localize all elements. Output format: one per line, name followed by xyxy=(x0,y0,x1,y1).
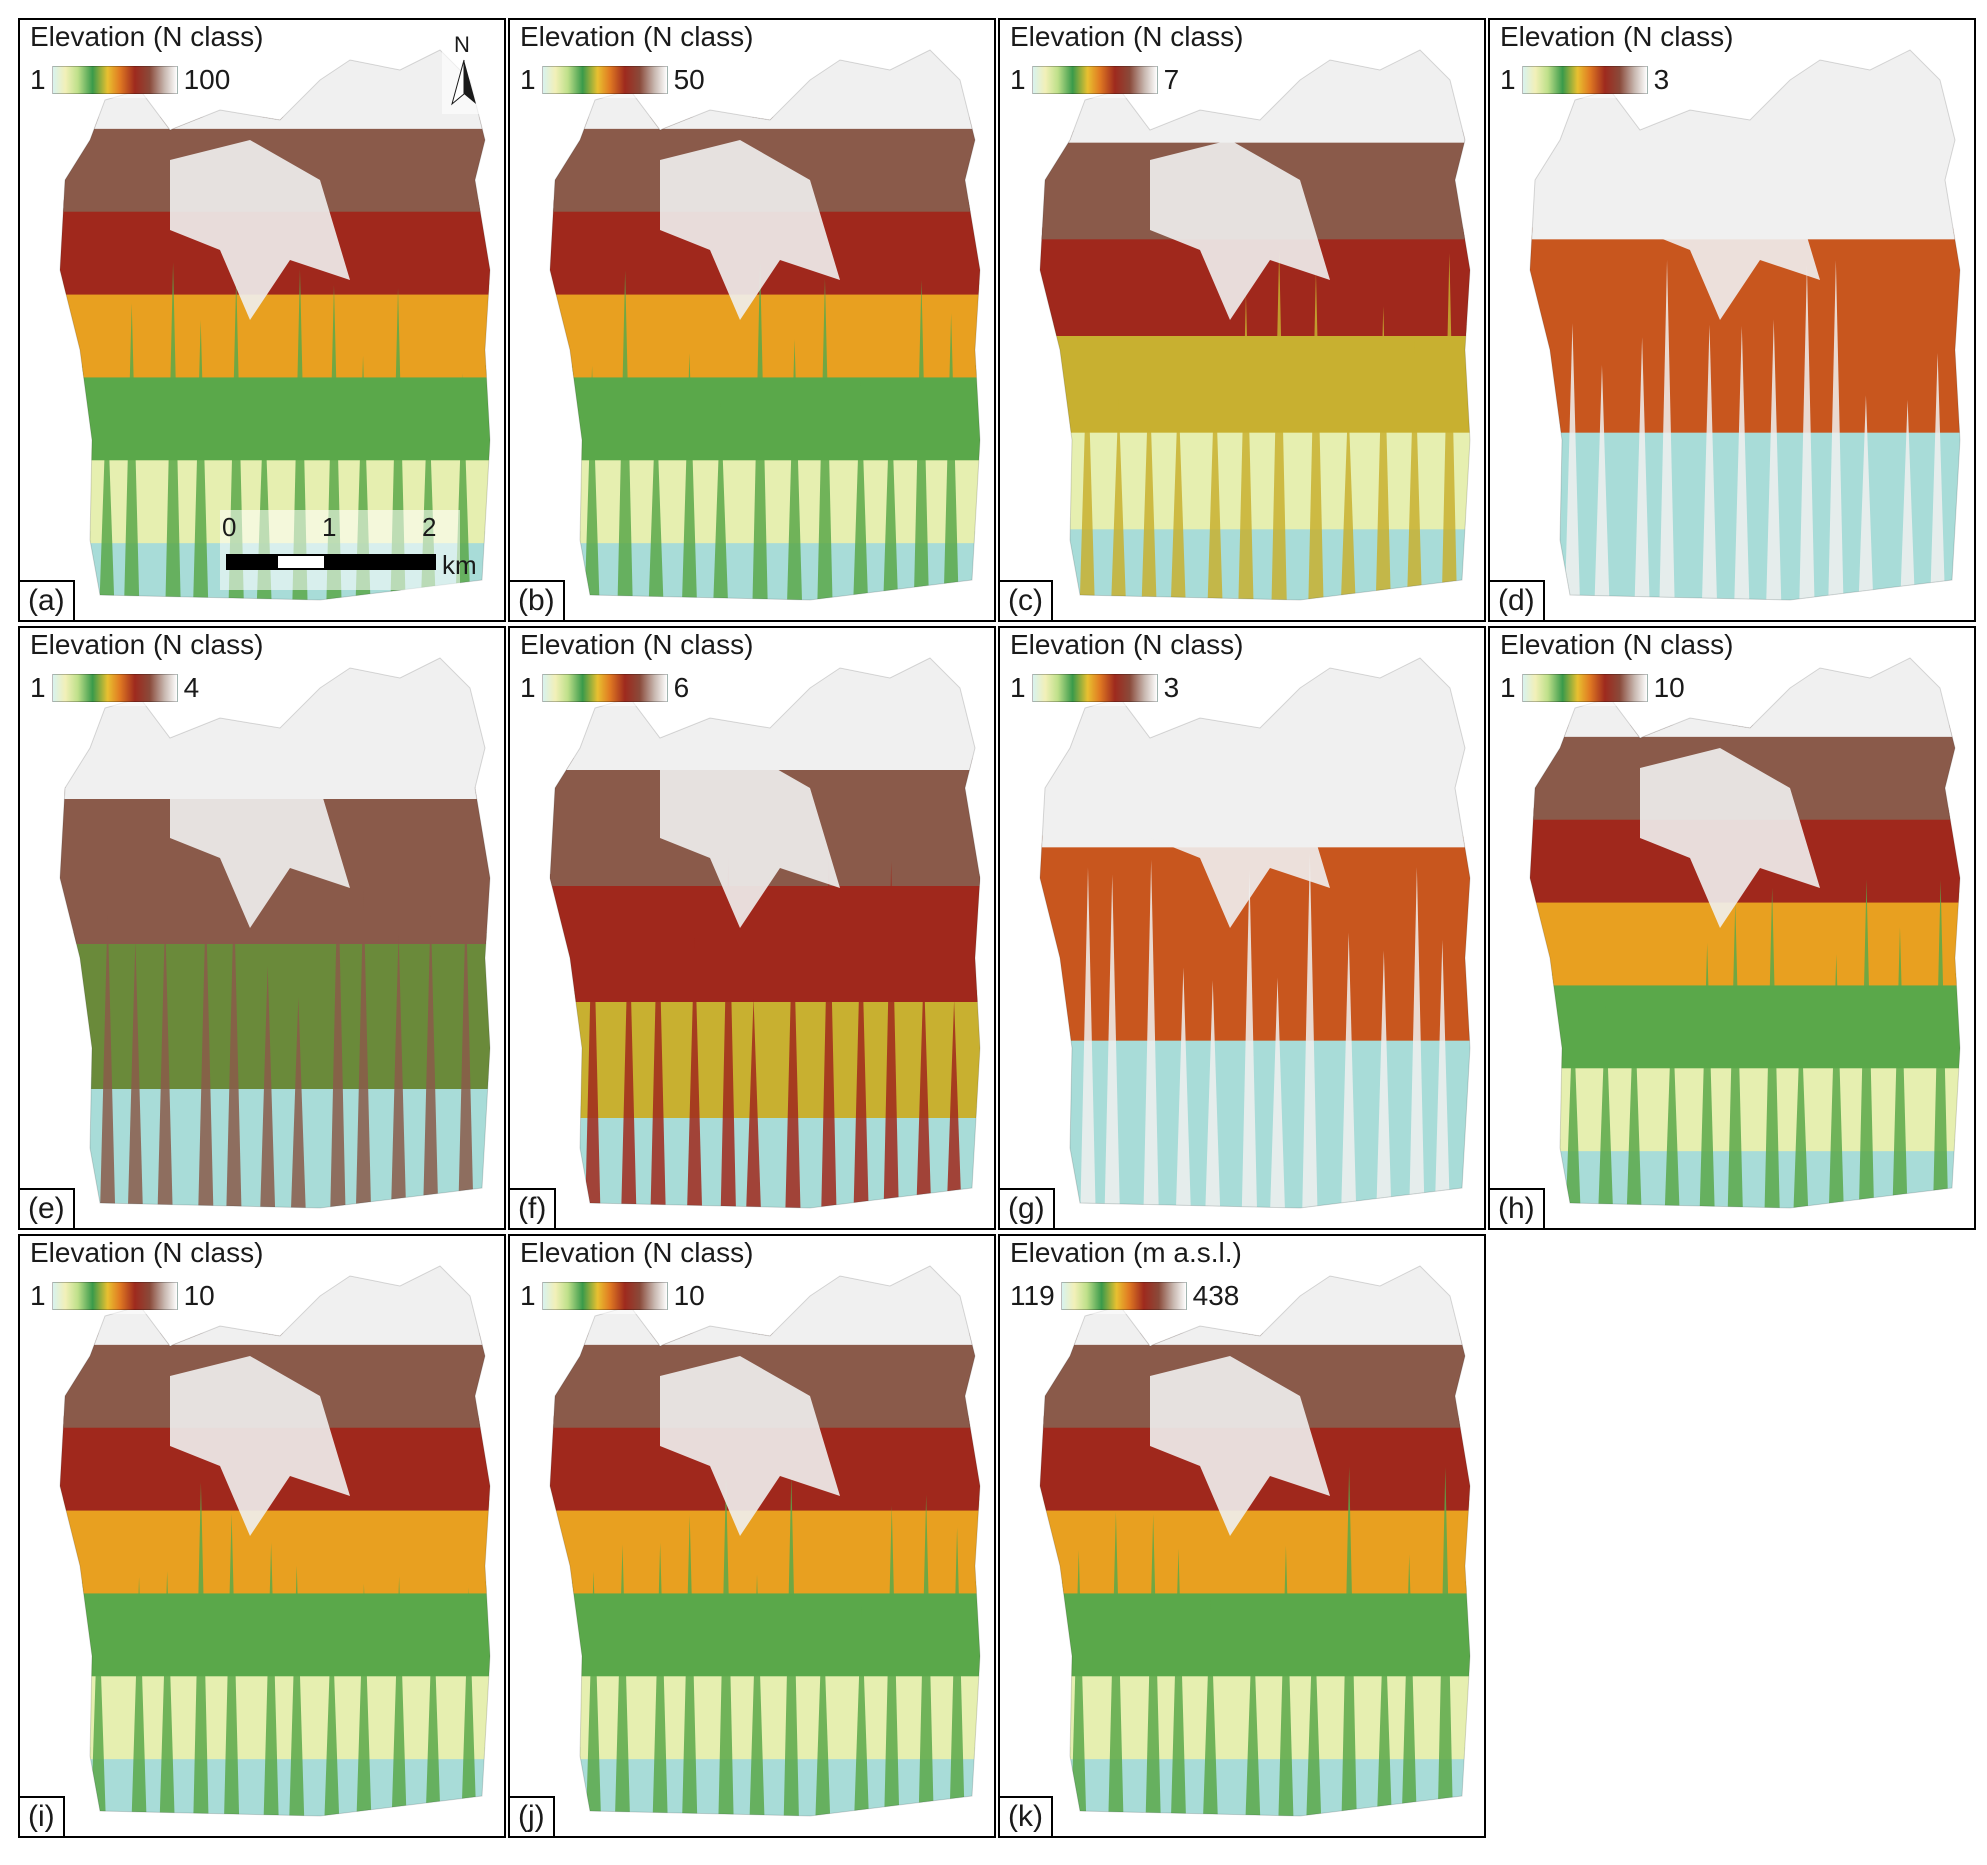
legend-title: Elevation (N class) xyxy=(516,629,758,661)
legend-gradient-bar xyxy=(1031,66,1158,94)
legend-title: Elevation (N class) xyxy=(1006,629,1248,661)
map-panel: Elevation (N class) 1 7 (c) xyxy=(998,18,1486,622)
legend-min-value: 1 xyxy=(1500,672,1516,703)
legend-color-ramp: 1 100 xyxy=(26,62,235,98)
legend-min-value: 1 xyxy=(30,672,46,703)
scale-tick-label: 1 xyxy=(322,512,337,542)
legend-gradient-bar xyxy=(51,66,178,94)
legend-max-value: 438 xyxy=(1192,1280,1240,1311)
elevation-map xyxy=(1039,657,1471,1209)
legend-color-ramp: 1 10 xyxy=(516,1278,709,1314)
panel-label: (i) xyxy=(20,1796,65,1836)
legend-title: Elevation (N class) xyxy=(26,21,268,53)
legend-max-value: 7 xyxy=(1163,64,1180,95)
legend-min-value: 1 xyxy=(1500,64,1516,95)
legend-gradient-bar xyxy=(1060,1282,1187,1310)
legend-min-value: 1 xyxy=(1010,672,1026,703)
legend-gradient-bar xyxy=(51,1282,178,1310)
legend-max-value: 10 xyxy=(1653,672,1685,703)
scale-tick-label: 2 xyxy=(422,512,437,542)
panel-label: (k) xyxy=(1000,1796,1053,1836)
legend-gradient-bar xyxy=(541,66,668,94)
legend-color-ramp: 119 438 xyxy=(1006,1278,1244,1314)
map-panel: Elevation (N class) 1 3 (d) xyxy=(1488,18,1976,622)
legend-color-ramp: 1 50 xyxy=(516,62,709,98)
panel-label: (d) xyxy=(1490,580,1545,620)
elevation-map xyxy=(1039,1265,1471,1817)
legend-gradient-bar xyxy=(1521,66,1648,94)
elevation-map xyxy=(549,657,981,1209)
legend-title: Elevation (N class) xyxy=(1496,21,1738,53)
map-panel: Elevation (N class) 1 50 (b) xyxy=(508,18,996,622)
legend-max-value: 6 xyxy=(673,672,690,703)
elevation-map xyxy=(1529,49,1961,601)
scale-segment xyxy=(324,554,436,570)
legend-color-ramp: 1 10 xyxy=(26,1278,219,1314)
map-panel: Elevation (N class) 1 10 (j) xyxy=(508,1234,996,1838)
legend-max-value: 10 xyxy=(673,1280,705,1311)
legend-title: Elevation (N class) xyxy=(516,21,758,53)
legend-title: Elevation (N class) xyxy=(1496,629,1738,661)
legend-gradient-bar xyxy=(541,674,668,702)
legend-max-value: 4 xyxy=(183,672,200,703)
legend-min-value: 1 xyxy=(520,672,536,703)
north-arrow-icon: N xyxy=(442,32,486,114)
map-panel: Elevation (N class) 1 10 (i) xyxy=(18,1234,506,1838)
legend-min-value: 1 xyxy=(30,1280,46,1311)
scale-unit: km xyxy=(442,550,477,580)
panel-label: (c) xyxy=(1000,580,1053,620)
legend-max-value: 50 xyxy=(673,64,705,95)
panel-label: (e) xyxy=(20,1188,75,1228)
legend-min-value: 1 xyxy=(1010,64,1026,95)
panel-label: (b) xyxy=(510,580,565,620)
elevation-map xyxy=(1529,657,1961,1209)
elevation-map xyxy=(59,1265,491,1817)
elevation-map xyxy=(549,49,981,601)
north-arrow-label: N xyxy=(454,32,470,57)
map-panel: Elevation (N class) 1 10 (h) xyxy=(1488,626,1976,1230)
legend-max-value: 10 xyxy=(183,1280,215,1311)
scale-segment xyxy=(226,554,278,570)
legend-gradient-bar xyxy=(541,1282,668,1310)
map-panel: Elevation (N class) 1 3 (g) xyxy=(998,626,1486,1230)
scale-segment xyxy=(276,554,326,570)
elevation-map xyxy=(549,1265,981,1817)
legend-title: Elevation (N class) xyxy=(516,1237,758,1269)
legend-title: Elevation (N class) xyxy=(1006,21,1248,53)
legend-gradient-bar xyxy=(1031,674,1158,702)
legend-title: Elevation (N class) xyxy=(26,629,268,661)
legend-max-value: 100 xyxy=(183,64,231,95)
panel-label: (j) xyxy=(510,1796,555,1836)
legend-color-ramp: 1 10 xyxy=(1496,670,1689,706)
map-panel: Elevation (m a.s.l.) 119 438 (k) xyxy=(998,1234,1486,1838)
elevation-map xyxy=(1039,49,1471,601)
map-panel: Elevation (N class) 1 4 (e) xyxy=(18,626,506,1230)
legend-min-value: 119 xyxy=(1010,1280,1055,1311)
scale-tick-label: 0 xyxy=(222,512,237,542)
legend-min-value: 1 xyxy=(30,64,46,95)
legend-gradient-bar xyxy=(1521,674,1648,702)
legend-min-value: 1 xyxy=(520,64,536,95)
legend-max-value: 3 xyxy=(1653,64,1670,95)
legend-title: Elevation (m a.s.l.) xyxy=(1006,1237,1246,1269)
legend-min-value: 1 xyxy=(520,1280,536,1311)
legend-max-value: 3 xyxy=(1163,672,1180,703)
legend-gradient-bar xyxy=(51,674,178,702)
panel-label: (g) xyxy=(1000,1188,1055,1228)
map-panel: Elevation (N class) 1 100 N 0 1 2 km (a) xyxy=(18,18,506,622)
panel-label: (f) xyxy=(510,1188,557,1228)
panel-label: (a) xyxy=(20,580,75,620)
legend-title: Elevation (N class) xyxy=(26,1237,268,1269)
elevation-map xyxy=(59,657,491,1209)
panel-label: (h) xyxy=(1490,1188,1545,1228)
map-panel: Elevation (N class) 1 6 (f) xyxy=(508,626,996,1230)
scale-bar: 0 1 2 km xyxy=(220,510,477,590)
